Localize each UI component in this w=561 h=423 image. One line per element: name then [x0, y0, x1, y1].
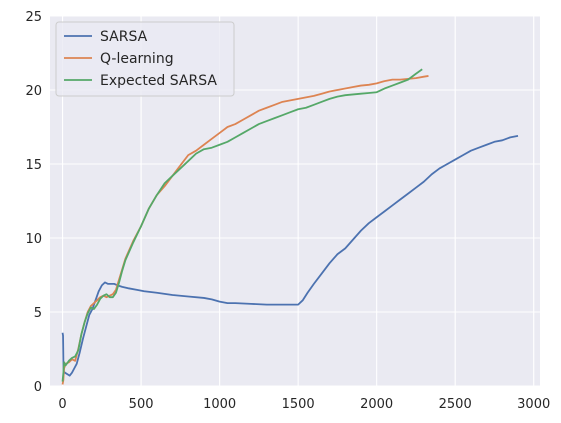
y-tick-label: 25	[25, 10, 42, 25]
x-tick-label: 2000	[360, 397, 393, 412]
legend-box	[55, 21, 235, 97]
x-tick-labels: 0 500 1000 1500 2000 2500 3000	[58, 397, 550, 412]
y-tick-label: 20	[25, 84, 42, 99]
legend-label-q-learning: Q-learning	[100, 51, 174, 67]
legend: SARSA Q-learning Expected SARSA	[55, 21, 235, 97]
x-tick-label: 500	[129, 397, 154, 412]
x-tick-label: 3000	[517, 397, 550, 412]
x-tick-label: 0	[58, 397, 66, 412]
y-tick-label: 5	[34, 306, 42, 321]
legend-label-expected-sarsa: Expected SARSA	[100, 73, 217, 89]
series-line-sarsa	[61, 134, 519, 377]
y-tick-labels: 0 5 10 15 20 25	[25, 10, 42, 395]
x-tick-label: 2500	[439, 397, 472, 412]
legend-label-sarsa: SARSA	[100, 29, 148, 45]
series-lines	[61, 68, 519, 385]
x-tick-label: 1500	[282, 397, 315, 412]
series-line-expected-sarsa	[61, 68, 423, 382]
x-tick-label: 1000	[203, 397, 236, 412]
y-tick-label: 15	[25, 158, 42, 173]
y-tick-label: 10	[25, 232, 42, 247]
y-tick-label: 0	[34, 380, 42, 395]
